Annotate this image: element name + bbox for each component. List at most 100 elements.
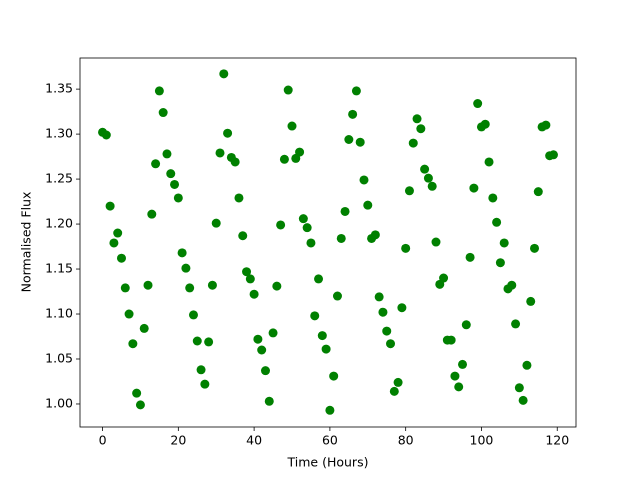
point — [480, 119, 490, 129]
point — [420, 164, 430, 174]
point — [382, 326, 392, 336]
x-tick-label: 80 — [398, 433, 414, 448]
point — [242, 267, 252, 277]
point — [279, 154, 289, 164]
point — [101, 130, 111, 140]
point — [423, 173, 433, 183]
point — [522, 360, 532, 370]
point — [408, 138, 418, 148]
point — [173, 193, 183, 203]
point — [374, 292, 384, 302]
point — [548, 150, 558, 160]
point — [492, 217, 502, 227]
x-tick-label: 120 — [545, 433, 569, 448]
x-tick-label: 20 — [170, 433, 186, 448]
point — [446, 335, 456, 345]
point — [431, 237, 441, 247]
point — [128, 339, 138, 349]
y-tick-label: 1.35 — [45, 81, 73, 96]
x-tick-label: 40 — [246, 433, 262, 448]
point — [378, 307, 388, 317]
point — [211, 218, 221, 228]
point — [264, 396, 274, 406]
point — [124, 309, 134, 319]
point — [458, 359, 468, 369]
y-tick-label: 1.10 — [45, 306, 73, 321]
point — [321, 344, 331, 354]
point — [461, 320, 471, 330]
point — [204, 337, 214, 347]
point — [518, 395, 528, 405]
point — [234, 193, 244, 203]
point — [351, 86, 361, 96]
point — [147, 209, 157, 219]
point — [268, 328, 278, 338]
y-axis-label: Normalised Flux — [19, 192, 34, 293]
point — [139, 323, 149, 333]
point — [317, 331, 327, 341]
point — [389, 386, 399, 396]
point — [272, 281, 282, 291]
point — [511, 319, 521, 329]
point — [105, 201, 115, 211]
x-axis-label: Time (Hours) — [287, 455, 369, 470]
point — [526, 296, 536, 306]
point — [450, 371, 460, 381]
point — [329, 371, 339, 381]
x-tick-label: 0 — [99, 433, 107, 448]
point — [295, 147, 305, 157]
point — [181, 263, 191, 273]
point — [188, 310, 198, 320]
point — [404, 186, 414, 196]
point — [340, 206, 350, 216]
point — [386, 339, 396, 349]
point — [283, 85, 293, 95]
point — [200, 379, 210, 389]
point — [298, 214, 308, 224]
x-tick-label: 60 — [322, 433, 338, 448]
point — [215, 148, 225, 158]
point — [314, 274, 324, 284]
point — [473, 99, 483, 109]
point — [469, 183, 479, 193]
point — [499, 238, 509, 248]
point — [484, 157, 494, 167]
point — [355, 137, 365, 147]
point — [276, 220, 286, 230]
point — [336, 233, 346, 243]
point — [401, 243, 411, 253]
point — [151, 159, 161, 169]
point — [454, 382, 464, 392]
point — [238, 231, 248, 241]
point — [223, 128, 233, 138]
point — [170, 179, 180, 189]
point — [310, 311, 320, 321]
point — [158, 108, 168, 118]
point — [257, 345, 267, 355]
x-tick-label: 100 — [470, 433, 494, 448]
point — [363, 200, 373, 210]
y-tick-label: 1.15 — [45, 261, 73, 276]
point — [332, 291, 342, 301]
y-tick-label: 1.05 — [45, 350, 73, 365]
point — [416, 124, 426, 134]
point — [370, 230, 380, 240]
point — [249, 289, 259, 299]
point — [120, 283, 130, 293]
point — [113, 228, 123, 238]
point — [177, 248, 187, 258]
point — [507, 280, 517, 290]
point — [393, 377, 403, 387]
point — [344, 135, 354, 145]
point — [192, 336, 202, 346]
point — [230, 157, 240, 167]
y-tick-label: 1.30 — [45, 126, 73, 141]
point — [427, 181, 437, 191]
point — [439, 273, 449, 283]
point — [412, 114, 422, 124]
point — [325, 405, 335, 415]
point — [143, 280, 153, 290]
point — [495, 258, 505, 268]
